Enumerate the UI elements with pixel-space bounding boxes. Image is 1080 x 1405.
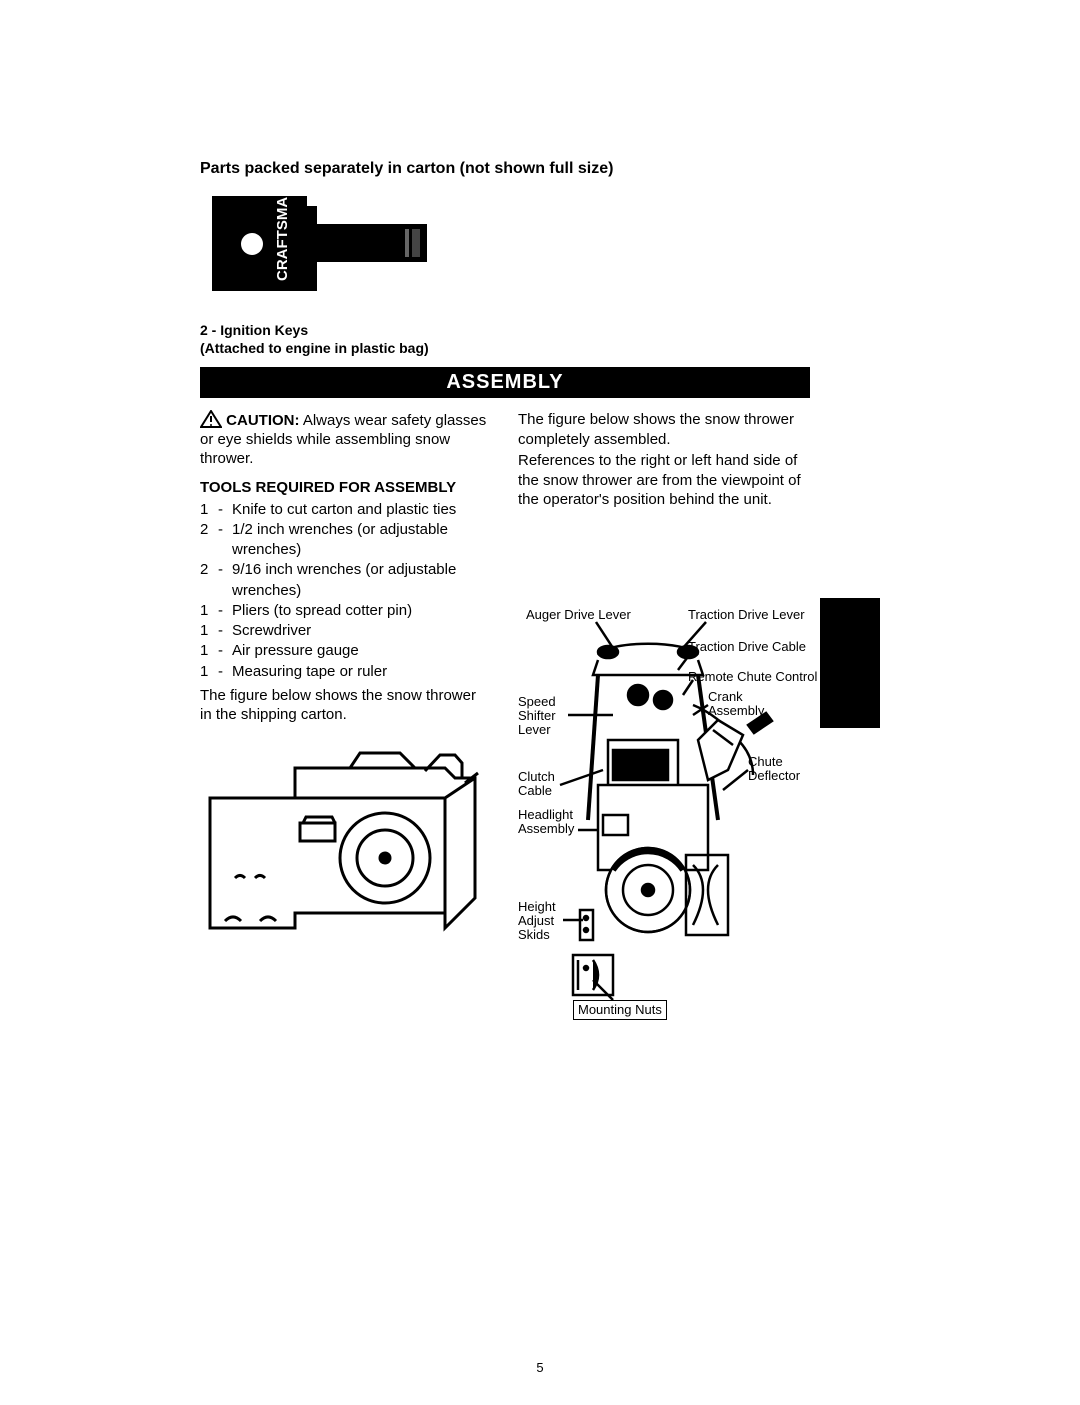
- assembly-heading: ASSEMBLY: [200, 367, 810, 398]
- key-brand-text: CRAFTSMAN: [274, 196, 291, 281]
- page-number: 5: [536, 1360, 543, 1375]
- key-caption-line1: 2 - Ignition Keys: [200, 321, 840, 339]
- warning-icon: [200, 410, 222, 428]
- key-caption: 2 - Ignition Keys (Attached to engine in…: [200, 321, 840, 357]
- ignition-key-figure: CRAFTSMAN: [212, 196, 840, 301]
- right-column: The figure below shows the snow thrower …: [518, 410, 818, 1020]
- left-column: CAUTION: Always wear safety glasses or e…: [200, 410, 490, 1020]
- key-svg: CRAFTSMAN: [212, 196, 442, 296]
- tool-item: 2-9/16 inch wrenches (or adjustable wren…: [200, 560, 490, 601]
- two-column-layout: CAUTION: Always wear safety glasses or e…: [200, 410, 840, 1020]
- right-para-2: References to the right or left hand sid…: [518, 451, 818, 510]
- tool-item: 1-Screwdriver: [200, 621, 490, 641]
- snowthrower-svg: [518, 540, 828, 1020]
- tool-item: 1-Pliers (to spread cotter pin): [200, 601, 490, 621]
- key-caption-line2: (Attached to engine in plastic bag): [200, 339, 840, 357]
- tool-item: 1-Air pressure gauge: [200, 641, 490, 661]
- tool-item: 1-Knife to cut carton and plastic ties: [200, 500, 490, 520]
- carton-figure: [200, 743, 490, 943]
- tools-heading: TOOLS REQUIRED FOR ASSEMBLY: [200, 479, 490, 496]
- right-para-1: The figure below shows the snow thrower …: [518, 410, 818, 449]
- assembled-diagram: Speed Shifter Lever Clutch Cable Headlig…: [518, 540, 828, 1020]
- assembly-section: CAUTION: Always wear safety glasses or e…: [200, 410, 840, 1020]
- parts-heading: Parts packed separately in carton (not s…: [200, 160, 840, 178]
- tool-item: 2-1/2 inch wrenches (or adjustable wrenc…: [200, 520, 490, 561]
- tools-list: 1-Knife to cut carton and plastic ties 2…: [200, 500, 490, 682]
- left-paragraph: The figure below shows the snow thrower …: [200, 686, 490, 725]
- caution-block: CAUTION: Always wear safety glasses or e…: [200, 410, 490, 468]
- caution-label: CAUTION:: [226, 412, 299, 429]
- tool-item: 1-Measuring tape or ruler: [200, 662, 490, 682]
- page-content: Parts packed separately in carton (not s…: [200, 160, 840, 1020]
- page-edge-tab: [820, 598, 880, 728]
